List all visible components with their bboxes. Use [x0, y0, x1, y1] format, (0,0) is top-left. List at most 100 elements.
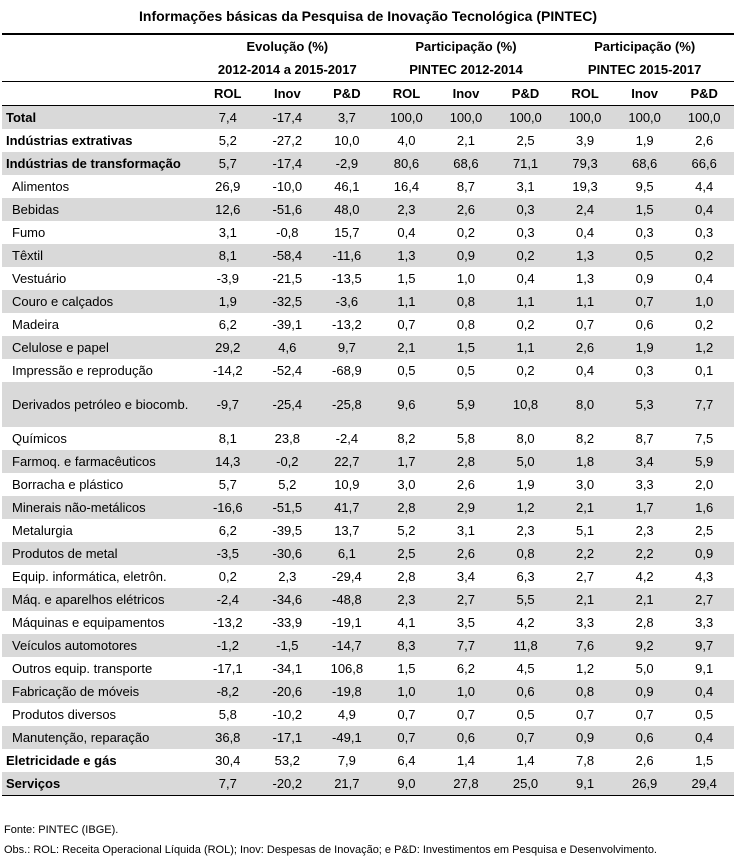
- row-label: Indústrias de transformação: [2, 152, 198, 175]
- table-cell: 1,3: [376, 244, 437, 267]
- table-cell: 1,2: [674, 336, 734, 359]
- table-cell: 16,4: [393, 179, 420, 194]
- table-row: Farmoq. e farmacêuticos 14,3 -0,2 22,7 1,7 2,…: [2, 450, 734, 473]
- table-cell: 8,1: [198, 244, 258, 267]
- table-cell: -17,1: [212, 661, 243, 676]
- table-cell: 0,4: [576, 225, 595, 240]
- table-cell: 100,0: [614, 105, 675, 129]
- table-cell: -17,4: [257, 105, 318, 129]
- table-cell: -27,2: [272, 133, 303, 148]
- table-cell: 0,8: [436, 290, 496, 313]
- table-cell: 100,0: [376, 105, 437, 129]
- table-body: Total 7,4 -17,4 3,7 100,0 100,0 100,0 100,0 100,…: [2, 105, 734, 796]
- table-cell: 0,2: [456, 225, 475, 240]
- table-cell: 0,4: [674, 726, 734, 749]
- table-cell: 7,6: [555, 634, 615, 657]
- table-cell: 0,9: [436, 244, 496, 267]
- table-cell: 0,7: [495, 726, 556, 749]
- col-header: Inov: [436, 81, 496, 106]
- table-cell: 0,7: [397, 317, 416, 332]
- table-cell: 1,6: [674, 496, 734, 519]
- table-row: Máquinas e equipamentos -13,2 -33,9 -19,1 4,…: [2, 611, 734, 634]
- table-cell: -51,5: [257, 496, 318, 519]
- table-cell: 12,6: [198, 198, 258, 221]
- col-header: ROL: [198, 81, 258, 106]
- table-cell: 53,2: [274, 753, 300, 768]
- table-cell: 1,3: [576, 271, 595, 286]
- table-cell: 6,4: [397, 753, 416, 768]
- table-cell: 2,7: [576, 569, 595, 584]
- row-label: Eletricidade e gás: [6, 753, 117, 768]
- table-cell: 6,3: [516, 569, 535, 584]
- group-header-line2: 2012-2014 a 2015-2017: [217, 62, 357, 77]
- header-empty: [2, 81, 198, 106]
- table-cell: -17,4: [257, 152, 318, 175]
- table-cell: 1,2: [495, 496, 556, 519]
- table-cell: 0,7: [576, 707, 595, 722]
- table-cell: 2,7: [674, 588, 734, 611]
- row-label: Têxtil: [2, 244, 198, 267]
- table-row: Serviços 7,7 -20,2 21,7 9,0 27,8 25,0 9,1 26,9 29…: [2, 772, 734, 796]
- table-cell: 0,3: [495, 198, 556, 221]
- table-cell: 0,8: [495, 542, 556, 565]
- table-cell: 0,4: [674, 680, 734, 703]
- table-cell: -29,4: [332, 569, 362, 584]
- table-cell: 1,2: [576, 661, 595, 676]
- table-cell: 5,7: [218, 477, 237, 492]
- table-cell: -39,5: [272, 523, 303, 538]
- table-cell: 13,7: [334, 523, 360, 538]
- table-cell: 0,5: [614, 244, 675, 267]
- table-cell: -10,0: [272, 179, 303, 194]
- row-label: Fumo: [12, 225, 46, 240]
- table-cell: 10,8: [495, 382, 556, 427]
- table-cell: -52,4: [272, 363, 303, 378]
- table-cell: 0,5: [397, 363, 416, 378]
- table-cell: 3,5: [456, 615, 475, 630]
- table-cell: 23,8: [274, 431, 300, 446]
- group-header-line1: Participação (%): [376, 33, 556, 58]
- table-cell: 0,9: [555, 726, 615, 749]
- table-cell: -21,5: [272, 271, 303, 286]
- table-cell: 79,3: [555, 152, 615, 175]
- table-cell: 48,0: [317, 198, 377, 221]
- table-cell: 1,7: [376, 450, 437, 473]
- obs-note: Obs.: ROL: Receita Operacional Líquida (…: [4, 844, 657, 856]
- table-cell: 1,0: [456, 271, 475, 286]
- table-cell: -34,6: [257, 588, 318, 611]
- table-cell: 0,9: [674, 542, 734, 565]
- table-cell: -17,1: [257, 726, 318, 749]
- table-cell: 3,3: [695, 615, 714, 630]
- table-notes: Fonte: PINTEC (IBGE). Obs.: ROL: Receita…: [4, 820, 657, 860]
- table-cell: -2,4: [335, 431, 359, 446]
- row-label: Outros equip. transporte: [12, 661, 153, 676]
- table-cell: 2,6: [436, 542, 496, 565]
- table-row: Borracha e plástico 5,7 5,2 10,9 3,0 2,6 1,9 3,…: [2, 473, 734, 496]
- table-row: Metalurgia 6,2 -39,5 13,7 5,2 3,1 2,3 5,1 2,3 2,5: [2, 519, 734, 542]
- table-cell: 2,8: [635, 615, 654, 630]
- table-cell: -19,8: [317, 680, 377, 703]
- table-row: Equip. informática, eletrôn. 0,2 2,3 -29,4 2…: [2, 565, 734, 588]
- table-cell: -33,9: [272, 615, 303, 630]
- table-cell: 2,6: [555, 336, 615, 359]
- row-label: Celulose e papel: [2, 336, 198, 359]
- table-cell: 2,8: [436, 450, 496, 473]
- table-cell: 2,1: [555, 588, 615, 611]
- table-cell: 11,8: [495, 634, 556, 657]
- table-cell: 8,0: [516, 431, 535, 446]
- pintec-table: Evolução (%) Participação (%) Participaç…: [2, 33, 734, 796]
- table-cell: 4,2: [635, 569, 654, 584]
- table-cell: -68,9: [332, 363, 362, 378]
- table-cell: 7,7: [436, 634, 496, 657]
- table-cell: -25,8: [317, 382, 377, 427]
- table-row: Fabricação de móveis -8,2 -20,6 -19,8 1,0 1,0…: [2, 680, 734, 703]
- table-cell: 4,4: [695, 179, 714, 194]
- table-cell: 9,1: [555, 772, 615, 796]
- table-cell: 2,1: [376, 336, 437, 359]
- row-label: Metalurgia: [12, 523, 73, 538]
- table-cell: 8,2: [576, 431, 595, 446]
- col-header: ROL: [376, 81, 437, 106]
- table-cell: 4,2: [516, 615, 535, 630]
- table-cell: 3,1: [516, 179, 535, 194]
- table-cell: 0,3: [635, 363, 654, 378]
- table-cell: 2,8: [376, 496, 437, 519]
